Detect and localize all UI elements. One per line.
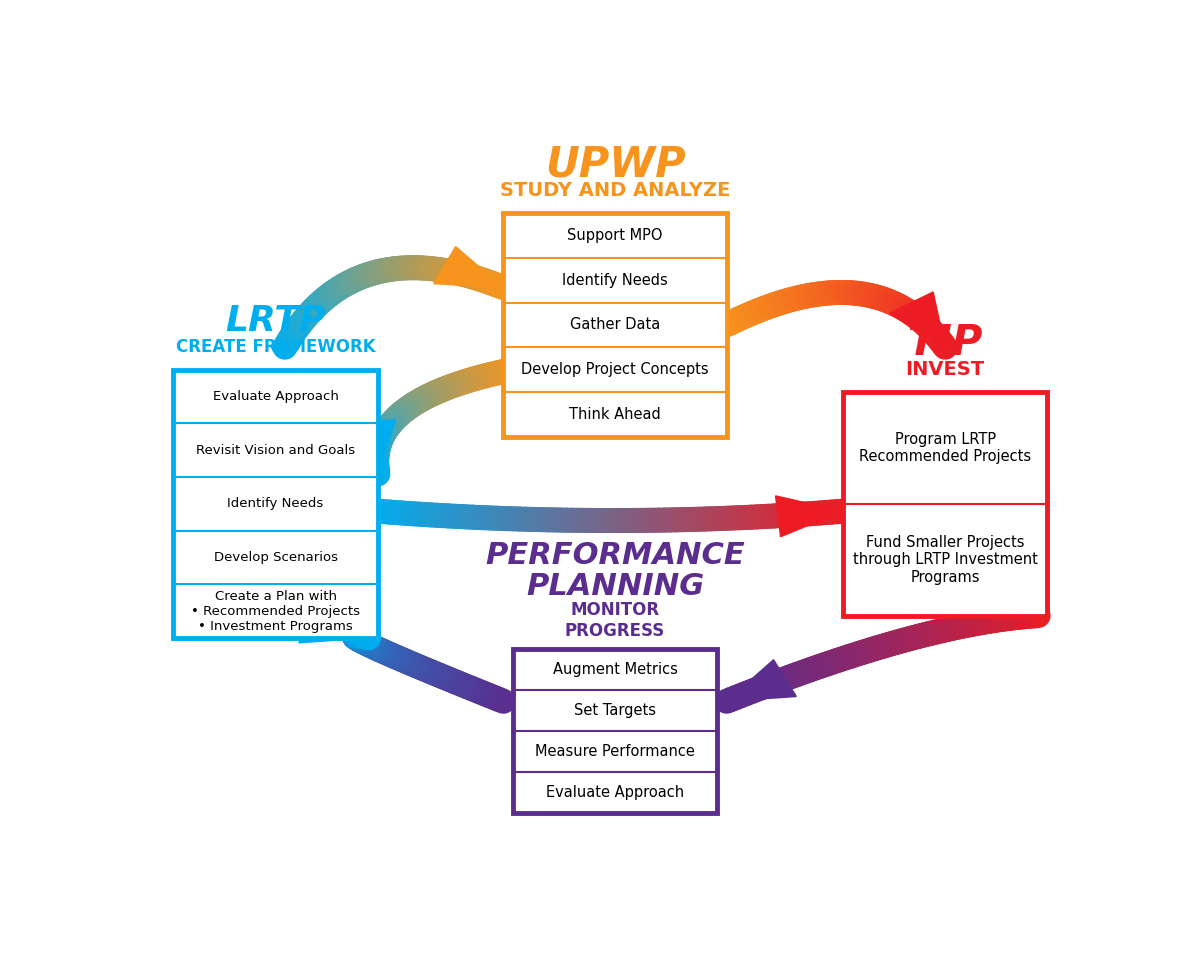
Text: Augment Metrics: Augment Metrics	[552, 662, 678, 677]
Text: Fund Smaller Projects
through LRTP Investment
Programs: Fund Smaller Projects through LRTP Inves…	[853, 534, 1038, 585]
FancyBboxPatch shape	[173, 370, 378, 638]
Text: Measure Performance: Measure Performance	[535, 744, 695, 759]
Text: Identify Needs: Identify Needs	[562, 273, 668, 287]
Text: UPWP: UPWP	[545, 143, 685, 186]
Text: INVEST: INVEST	[906, 360, 985, 379]
Text: LRTP: LRTP	[226, 304, 325, 338]
Text: Revisit Vision and Goals: Revisit Vision and Goals	[196, 443, 355, 457]
Polygon shape	[727, 660, 797, 701]
Text: Think Ahead: Think Ahead	[569, 407, 661, 422]
Polygon shape	[299, 603, 368, 643]
Polygon shape	[775, 496, 842, 536]
Text: Set Targets: Set Targets	[574, 703, 656, 718]
Text: Develop Scenarios: Develop Scenarios	[214, 551, 337, 564]
Text: CREATE FRAMEWORK: CREATE FRAMEWORK	[175, 338, 376, 356]
Text: Create a Plan with
• Recommended Projects
• Investment Programs: Create a Plan with • Recommended Project…	[191, 590, 360, 632]
FancyBboxPatch shape	[842, 392, 1048, 616]
Text: MONITOR
PROGRESS: MONITOR PROGRESS	[565, 601, 665, 640]
Text: Evaluate Approach: Evaluate Approach	[212, 390, 338, 403]
Text: Develop Project Concepts: Develop Project Concepts	[521, 362, 709, 378]
Polygon shape	[433, 247, 504, 287]
Text: STUDY AND ANALYZE: STUDY AND ANALYZE	[500, 181, 730, 200]
Polygon shape	[889, 292, 946, 348]
Text: PERFORMANCE
PLANNING: PERFORMANCE PLANNING	[485, 541, 745, 601]
Text: Identify Needs: Identify Needs	[228, 498, 324, 510]
Text: Support MPO: Support MPO	[568, 227, 662, 243]
Polygon shape	[344, 420, 396, 474]
FancyBboxPatch shape	[504, 213, 727, 437]
FancyBboxPatch shape	[512, 650, 718, 813]
Text: Gather Data: Gather Data	[570, 318, 660, 332]
Text: Evaluate Approach: Evaluate Approach	[546, 785, 684, 801]
Text: TIP: TIP	[908, 322, 983, 365]
Text: Program LRTP
Recommended Projects: Program LRTP Recommended Projects	[859, 432, 1031, 464]
